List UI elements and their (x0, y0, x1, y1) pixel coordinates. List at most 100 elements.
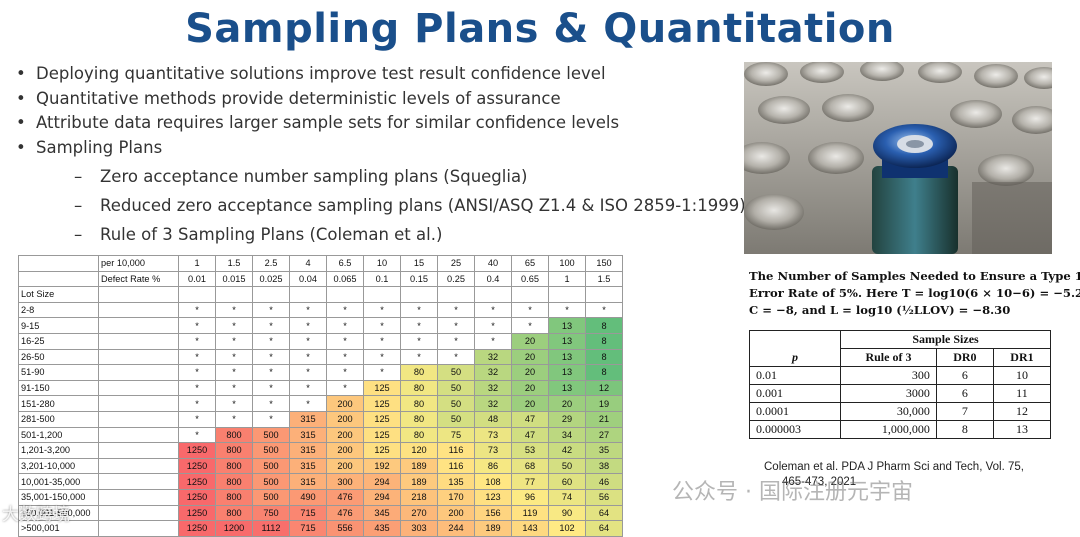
matrix-cell: * (363, 348, 401, 366)
matrix-empty-cell (98, 379, 179, 397)
matrix-cell: 21 (585, 410, 623, 428)
matrix-cell: 800 (215, 488, 253, 506)
matrix-cell: 74 (548, 488, 586, 506)
bullet-item: • Quantitative methods provide determinis… (16, 87, 619, 112)
matrix-cell: 800 (215, 504, 253, 522)
vials-photo-icon (744, 62, 1052, 254)
matrix-cell: 47 (511, 426, 549, 444)
matrix-cell: 96 (511, 488, 549, 506)
matrix-cell: 192 (363, 457, 401, 475)
matrix-cell: * (215, 301, 253, 319)
matrix-row: 151-280 * * * * 200 125 80 50 32 20 20 19 (18, 395, 623, 412)
lot-size: 501-1,200 (18, 426, 99, 444)
matrix-cell: 800 (215, 442, 253, 459)
matrix-cell: 32 (474, 379, 512, 397)
matrix-cell: 270 (400, 504, 438, 522)
matrix-empty-cell (98, 395, 179, 412)
matrix-empty-cell (98, 442, 179, 459)
per-value: 4 (289, 255, 327, 272)
matrix-cell: * (363, 332, 401, 350)
matrix-cell: * (289, 332, 327, 350)
group-header: Sample Sizes (840, 330, 1051, 349)
matrix-cell: 116 (437, 442, 475, 459)
defect-label: Defect Rate % (98, 270, 179, 288)
matrix-cell: 500 (252, 442, 290, 459)
matrix-cell: 60 (548, 473, 586, 490)
matrix-cell: 800 (215, 473, 253, 490)
matrix-cell: * (289, 301, 327, 319)
matrix-cell: 32 (474, 395, 512, 412)
matrix-empty-cell (548, 286, 586, 303)
matrix-empty-cell (98, 301, 179, 319)
matrix-cell: 20 (511, 348, 549, 366)
defect-value: 0.025 (252, 270, 290, 288)
defect-value: 0.65 (511, 270, 549, 288)
bullet-dot-icon: • (16, 137, 26, 157)
matrix-cell: * (252, 379, 290, 397)
matrix-cell: * (215, 317, 253, 334)
matrix-cell: * (215, 395, 253, 412)
matrix-empty-cell (363, 286, 401, 303)
matrix-cell: 125 (363, 426, 401, 444)
defect-value: 0.015 (215, 270, 253, 288)
table-header-row: p Rule of 3 DR0 DR1 (748, 348, 1052, 367)
matrix-cell: * (178, 301, 216, 319)
matrix-cell: 50 (437, 410, 475, 428)
matrix-empty-cell (252, 286, 290, 303)
lot-size: 91-150 (18, 379, 99, 397)
table-row: 0.01 300 6 10 (748, 366, 1052, 385)
table-cell: 0.001 (748, 384, 842, 403)
lot-size: 151-280 (18, 395, 99, 412)
matrix-cell: 500 (252, 488, 290, 506)
lot-size: 9-15 (18, 317, 99, 334)
matrix-row: 26-50 * * * * * * * * 32 20 13 8 (18, 348, 623, 366)
matrix-cell: * (326, 364, 364, 381)
matrix-cell: 315 (289, 457, 327, 475)
matrix-cell: 29 (548, 410, 586, 428)
matrix-cell: 35 (585, 442, 623, 459)
sub-bullet-item: – Reduced zero acceptance sampling plans … (74, 191, 746, 220)
matrix-row: 51-90 * * * * * * 80 50 32 20 13 8 (18, 364, 623, 381)
matrix-cell: 108 (474, 473, 512, 490)
matrix-cell: 556 (326, 520, 364, 537)
matrix-cell: * (474, 332, 512, 350)
matrix-cell: 1250 (178, 457, 216, 475)
matrix-cell: * (400, 332, 438, 350)
per-value: 10 (363, 255, 401, 272)
lot-size: 16-25 (18, 332, 99, 350)
matrix-cell: * (548, 301, 586, 319)
col-dr1: DR1 (992, 348, 1052, 367)
per-value: 1.5 (215, 255, 253, 272)
lot-size: 10,001-35,000 (18, 473, 99, 490)
defect-value: 0.065 (326, 270, 364, 288)
matrix-cell: * (474, 301, 512, 319)
matrix-cell: 750 (252, 504, 290, 522)
matrix-cell: 38 (585, 457, 623, 475)
matrix-cell: * (400, 301, 438, 319)
defect-value: 0.01 (178, 270, 216, 288)
defect-value: 1 (548, 270, 586, 288)
watermark-corner: 大数跨境 (2, 505, 70, 525)
table-cell: 1,000,000 (840, 420, 937, 439)
matrix-cell: * (252, 395, 290, 412)
sub-bullet-list: – Zero acceptance number sampling plans (… (74, 162, 746, 249)
matrix-cell: 90 (548, 504, 586, 522)
matrix-empty-cell (585, 286, 623, 303)
matrix-empty-cell (400, 286, 438, 303)
matrix-cell: * (178, 379, 216, 397)
matrix-cell: * (252, 301, 290, 319)
matrix-cell: 32 (474, 348, 512, 366)
table-row: 0.0001 30,000 7 12 (748, 402, 1052, 421)
matrix-cell: * (178, 348, 216, 366)
sample-size-table: Sample Sizes p Rule of 3 DR0 DR1 0.01 300… (748, 330, 1052, 439)
matrix-empty-cell (98, 410, 179, 428)
matrix-cell: 13 (548, 348, 586, 366)
lot-size: 3,201-10,000 (18, 457, 99, 475)
col-rule3: Rule of 3 (840, 348, 937, 367)
matrix-cell: * (585, 301, 623, 319)
matrix-cell: * (400, 317, 438, 334)
matrix-cell: 64 (585, 504, 623, 522)
matrix-cell: 189 (400, 473, 438, 490)
table-header-row: Sample Sizes (748, 330, 1051, 349)
matrix-cell: * (326, 348, 364, 366)
